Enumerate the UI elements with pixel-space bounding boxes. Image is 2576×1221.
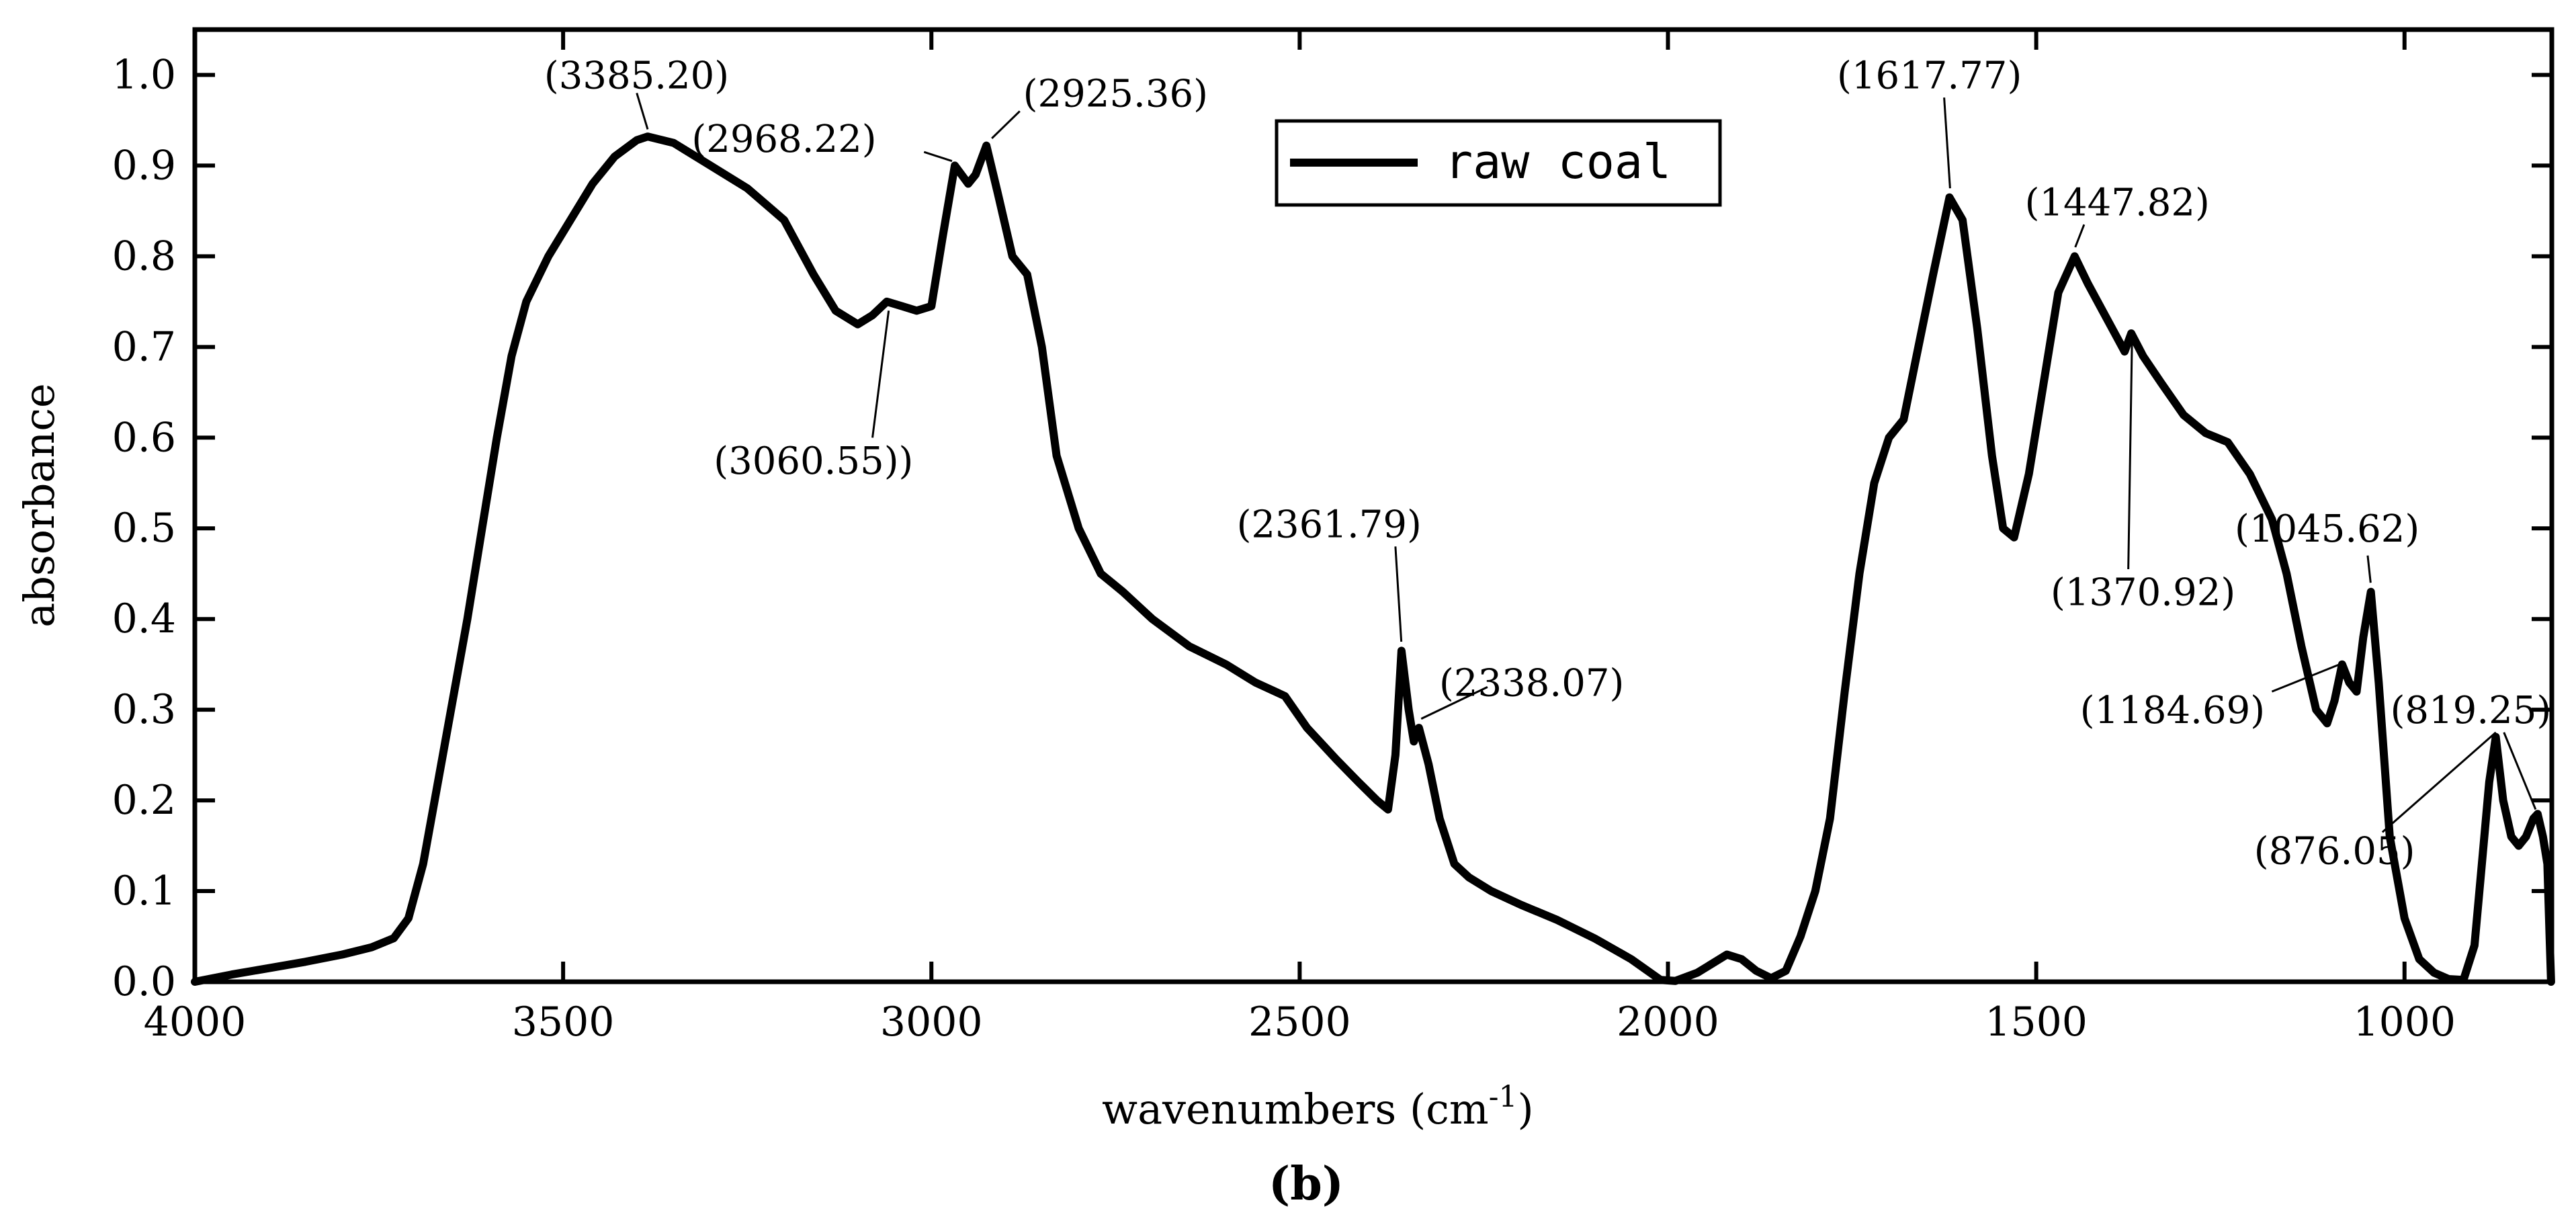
- annotation-leader: [2381, 731, 2497, 833]
- x-axis-title-close: ): [1518, 1085, 1534, 1134]
- y-tick-label: 0.9: [112, 142, 176, 189]
- x-axis-title: wavenumbers (cm-1): [1102, 1080, 1534, 1134]
- x-axis-title-main: wavenumbers (cm: [1102, 1085, 1489, 1134]
- annotation-leader: [923, 151, 953, 163]
- annotation-label: (3060.55)): [714, 439, 913, 483]
- y-axis-ticks: 0.0 0.1 0.2 0.3 0.4 0.5 0.6 0.7 0.8 0.9 1.0: [112, 51, 2552, 1005]
- annotation-label: (2338.07): [1439, 662, 1624, 706]
- annotation-leader: [1943, 97, 1951, 189]
- annotation-label: (1045.62): [2235, 507, 2419, 551]
- x-tick-label: 2500: [1248, 999, 1351, 1046]
- panel-label: (b): [1269, 1157, 1344, 1211]
- annotation-leader: [991, 110, 1021, 140]
- legend-label: raw coal: [1445, 134, 1671, 190]
- y-tick-label: 0.6: [112, 414, 176, 461]
- annotation-label: (1184.69): [2080, 689, 2265, 732]
- y-tick-label: 0.7: [112, 323, 176, 370]
- annotation-label: (819.25): [2391, 689, 2552, 732]
- y-tick-label: 0.4: [112, 595, 176, 642]
- annotation-label: (1617.77): [1837, 54, 2022, 97]
- annotation-label: (876.05): [2254, 829, 2415, 873]
- annotation-leader: [2127, 342, 2133, 569]
- x-tick-label: 1000: [2353, 999, 2456, 1046]
- x-tick-label: 2000: [1617, 999, 1719, 1046]
- x-axis-ticks: 4000 3500 3000 2500 2000 1500 1000: [144, 30, 2456, 1046]
- series-line-raw-coal: [191, 132, 2555, 986]
- annotation-leader: [2366, 555, 2372, 583]
- y-axis-title: absorbance: [15, 383, 64, 627]
- annotation-label: (2968.22): [691, 118, 876, 161]
- y-tick-label: 1.0: [112, 51, 176, 98]
- y-tick-label: 0.0: [112, 958, 176, 1005]
- annotation-leader: [2074, 224, 2086, 248]
- x-axis-title-sup: -1: [1489, 1080, 1518, 1114]
- annotation-leader: [1420, 686, 1488, 720]
- y-tick-label: 0.8: [112, 233, 176, 280]
- peak-annotations: (3385.20) (2968.22) (2925.36) (3060.55)) (23…: [544, 54, 2551, 873]
- annotation-label: (1447.82): [2025, 181, 2210, 224]
- annotation-leader: [2271, 663, 2340, 693]
- annotation-leader: [871, 310, 890, 438]
- y-tick-label: 0.2: [112, 777, 176, 824]
- x-tick-label: 3500: [512, 999, 615, 1046]
- annotation-leader: [2503, 732, 2537, 810]
- y-tick-label: 0.5: [112, 505, 176, 552]
- x-tick-label: 1500: [1985, 999, 2088, 1046]
- annotation-label: (1370.92): [2051, 571, 2235, 615]
- x-tick-label: 4000: [144, 999, 247, 1046]
- legend: raw coal: [1275, 119, 1722, 207]
- x-tick-label: 3000: [880, 999, 983, 1046]
- y-tick-label: 0.3: [112, 686, 176, 733]
- annotation-label: (3385.20): [544, 54, 729, 97]
- annotation-leader: [1394, 546, 1403, 642]
- annotation-label: (2925.36): [1023, 72, 1208, 116]
- annotation-leader: [636, 93, 649, 130]
- annotation-label: (2361.79): [1237, 503, 1422, 546]
- plot-frame: [192, 27, 2554, 984]
- y-tick-label: 0.1: [112, 868, 176, 915]
